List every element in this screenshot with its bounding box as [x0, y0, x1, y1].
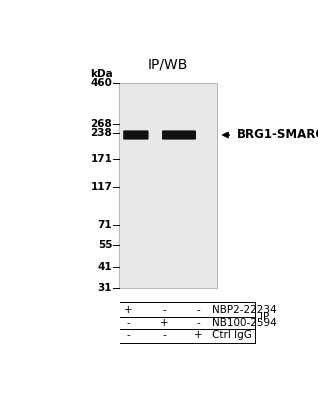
Text: IP: IP — [260, 312, 270, 322]
Text: IP/WB: IP/WB — [148, 58, 188, 72]
Text: BRG1-SMARCA4: BRG1-SMARCA4 — [237, 128, 318, 142]
Text: 71: 71 — [98, 220, 112, 230]
Text: -: - — [127, 330, 130, 340]
Text: 460: 460 — [90, 78, 112, 88]
Text: 31: 31 — [98, 283, 112, 293]
Text: 117: 117 — [90, 182, 112, 192]
Text: 268: 268 — [90, 120, 112, 130]
Text: +: + — [194, 330, 203, 340]
Text: -: - — [197, 318, 201, 328]
Text: -: - — [162, 306, 166, 316]
Text: +: + — [160, 318, 169, 328]
Text: 238: 238 — [90, 128, 112, 138]
Text: NB100-2594: NB100-2594 — [212, 318, 277, 328]
Text: Ctrl IgG: Ctrl IgG — [212, 330, 252, 340]
Text: -: - — [162, 330, 166, 340]
Text: NBP2-22234: NBP2-22234 — [212, 306, 277, 316]
Text: 41: 41 — [98, 262, 112, 272]
Text: -: - — [127, 318, 130, 328]
Bar — [119, 84, 217, 288]
FancyBboxPatch shape — [162, 130, 196, 140]
Text: -: - — [197, 306, 201, 316]
Text: 171: 171 — [90, 154, 112, 164]
Text: 55: 55 — [98, 240, 112, 250]
Text: +: + — [124, 306, 133, 316]
FancyBboxPatch shape — [123, 130, 149, 140]
Text: kDa: kDa — [90, 69, 113, 79]
